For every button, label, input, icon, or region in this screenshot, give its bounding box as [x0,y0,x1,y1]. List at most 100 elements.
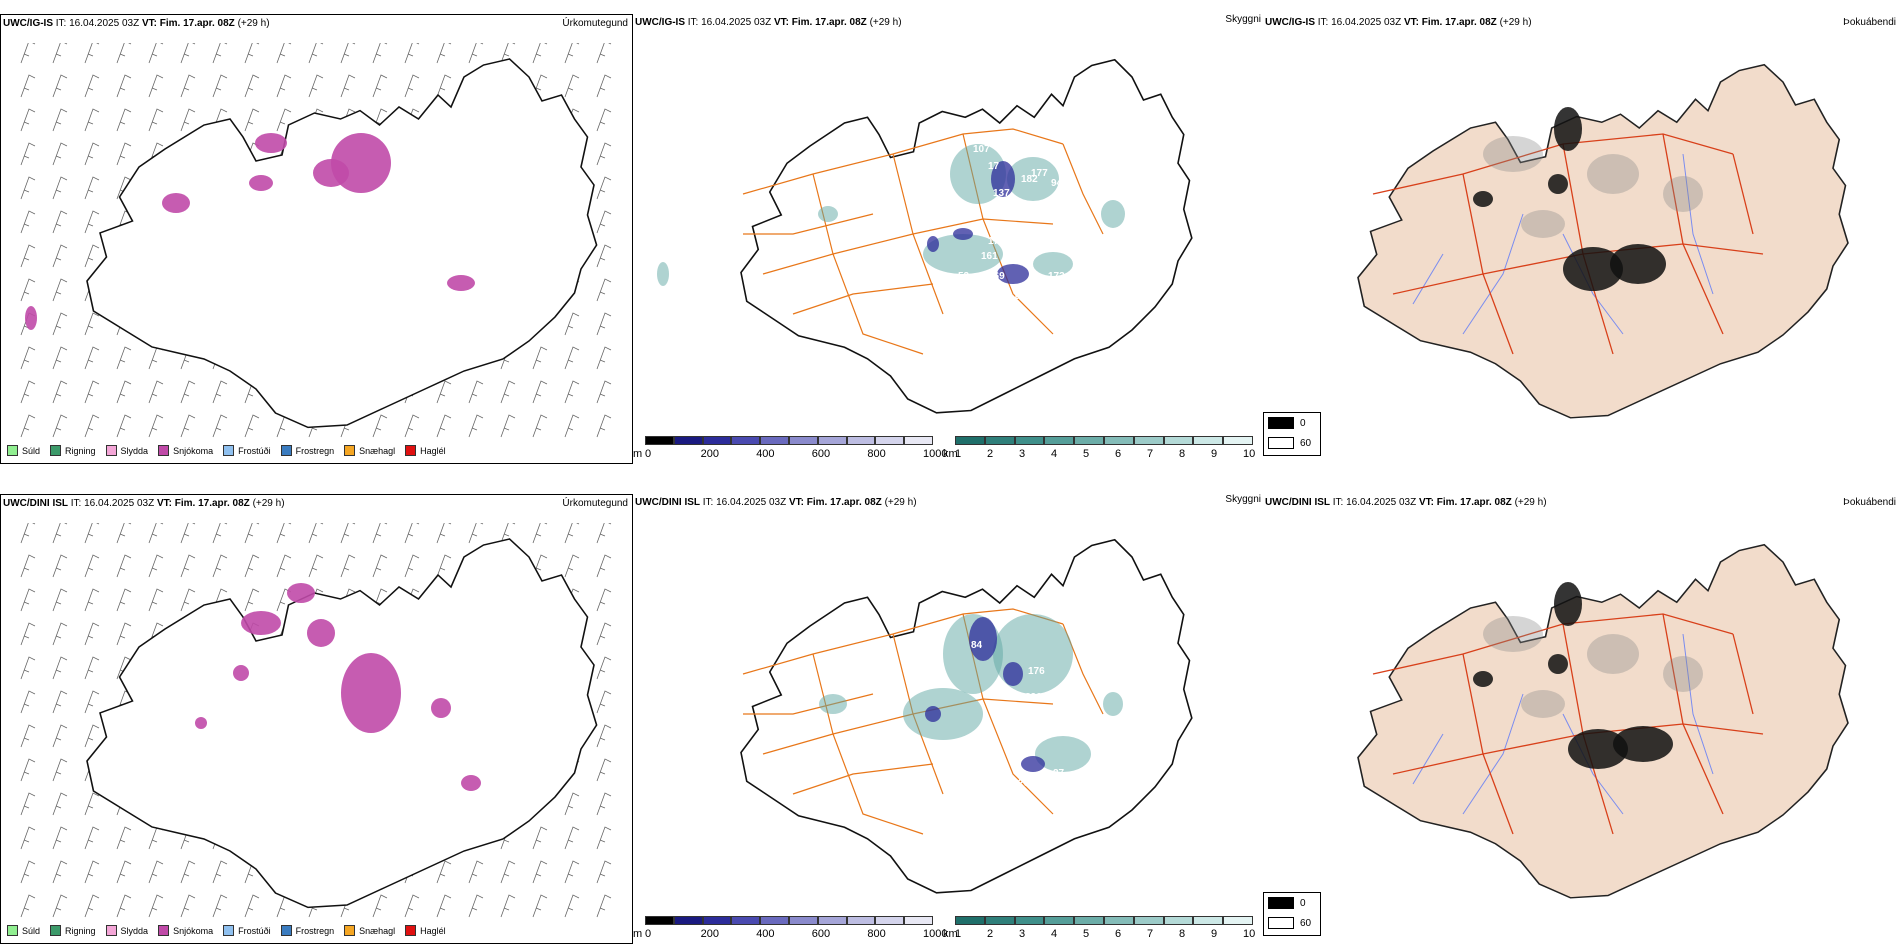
colorbar-tick: 400 [756,448,775,460]
colorbar-cell [1193,436,1224,445]
coastline [86,58,598,429]
colorbar-cell [1163,916,1194,925]
fog-area [1563,247,1623,291]
precip-map [20,43,612,438]
river [1412,253,1444,305]
cloud-visibility-panel: UWC/IG-IS IT: 16.04.2025 03Z VT: Fim. 17… [633,14,1263,464]
colorbar-tick: 7 [1147,448,1154,460]
cloud-base-label: 27 [1053,768,1065,779]
precip-legend-item: Rigning [50,445,96,456]
road [742,608,1064,675]
cloud-base-label: 16 [1048,794,1060,805]
colorbar-tick: 10 [1243,448,1256,460]
colorbar-cell [760,916,789,925]
panel-title: UWC/IG-IS IT: 16.04.2025 03Z VT: Fim. 17… [635,17,902,28]
legend-swatch [280,445,292,456]
colorbar-tick: 10 [1243,928,1256,940]
iceland-map [86,58,598,429]
colorbar-cell [1044,916,1075,925]
coastline [86,538,598,909]
visibility-area [903,688,983,740]
legend-swatch [50,925,62,936]
colorbar-cell [984,916,1015,925]
panel-name: Úrkomutegund [562,498,628,509]
legend-swatch [1268,897,1294,909]
colorbar-tick: 8 [1179,928,1186,940]
cloud-base-label: 137 [993,188,1010,199]
colorbar-cell [731,916,761,925]
precip-map [20,523,612,918]
legend-swatch [280,925,292,936]
fog-legend: 0 60 [1263,892,1321,936]
colorbar-tick: 1000 [923,928,948,940]
road [792,283,934,315]
fog-area [1521,210,1565,238]
fog-area [1587,154,1639,194]
colorbar-tick: 9 [1211,928,1218,940]
precip-type-panel: UWC/IG-IS IT: 16.04.2025 03Z VT: Fim. 17… [0,14,633,464]
road [812,653,924,835]
colorbar-cell [817,436,847,445]
legend-swatch [50,445,62,456]
colorbar-tick: 9 [1211,448,1218,460]
legend-swatch [105,925,117,936]
snow-area [241,611,281,635]
colorbar-cell [702,916,732,925]
precip-legend: Súld Rigning Slydda Snjókoma Frostúði Frostre… [7,445,446,456]
forecast-row-dini: UWC/DINI ISL IT: 16.04.2025 03Z VT: Fim.… [0,480,1900,950]
snow-area [341,653,401,733]
colorbar-tick: 2 [987,448,994,460]
river [1682,633,1714,775]
colorbar-cell [875,916,905,925]
fog-legend-item: 60 [1268,917,1311,929]
road [743,213,874,235]
legend-label: 60 [1300,917,1312,929]
snow-area [313,159,349,187]
road [792,763,934,795]
road-network [742,608,1104,835]
river [1562,713,1624,815]
colorbar-cell [673,436,703,445]
snow-area [461,775,481,791]
colorbar-cell [673,916,703,925]
colorbar-tick: 5 [1083,448,1090,460]
colorbar-tick: 400 [756,928,775,940]
legend-swatch [405,445,417,456]
fog-area [1663,656,1703,692]
low-cloud-area [1003,662,1023,686]
colorbar-cell [702,436,732,445]
snow-area [255,133,287,153]
colorbar-tick: 0 [645,928,652,940]
fog-area [1663,176,1703,212]
cloud-base-label: 182 [1021,174,1038,185]
road [742,128,1064,195]
colorbar-cell [1014,436,1045,445]
fog-area [1587,634,1639,674]
colorbar-tick: 4 [1051,448,1058,460]
colorbar-cell [1104,916,1134,925]
colorbar-cell [1044,436,1075,445]
legend-label: 0 [1300,417,1306,429]
legend-label: Haglél [420,925,446,936]
precip-legend-item: Snjókoma [158,925,213,936]
snow-area [25,306,37,330]
visibility-unit: km [943,448,958,460]
precip-legend-item: Súld [7,925,40,936]
iceland-map [86,538,598,909]
fog-area [1473,191,1493,207]
snow-area [447,275,475,291]
fog-legend-item: 60 [1268,437,1311,449]
legend-label: Rigning [65,445,96,456]
height-colorbar: m 0 200 400 600 800 1000 [633,436,947,464]
cloud-base-label: 16 [988,751,1000,762]
colorbar-cell [1104,436,1134,445]
cloud-base-label: 107 [973,144,990,155]
river [1462,213,1524,335]
fog-area [1473,671,1493,687]
fog-indicator-panel: UWC/IG-IS IT: 16.04.2025 03Z VT: Fim. 17… [1263,14,1900,464]
legend-label: Súld [22,445,41,456]
legend-label: Slydda [120,925,149,936]
legend-label: Frostregn [295,925,335,936]
panel-title: UWC/IG-IS IT: 16.04.2025 03Z VT: Fim. 17… [1265,17,1532,28]
precip-type-panel: UWC/DINI ISL IT: 16.04.2025 03Z VT: Fim.… [0,494,633,944]
